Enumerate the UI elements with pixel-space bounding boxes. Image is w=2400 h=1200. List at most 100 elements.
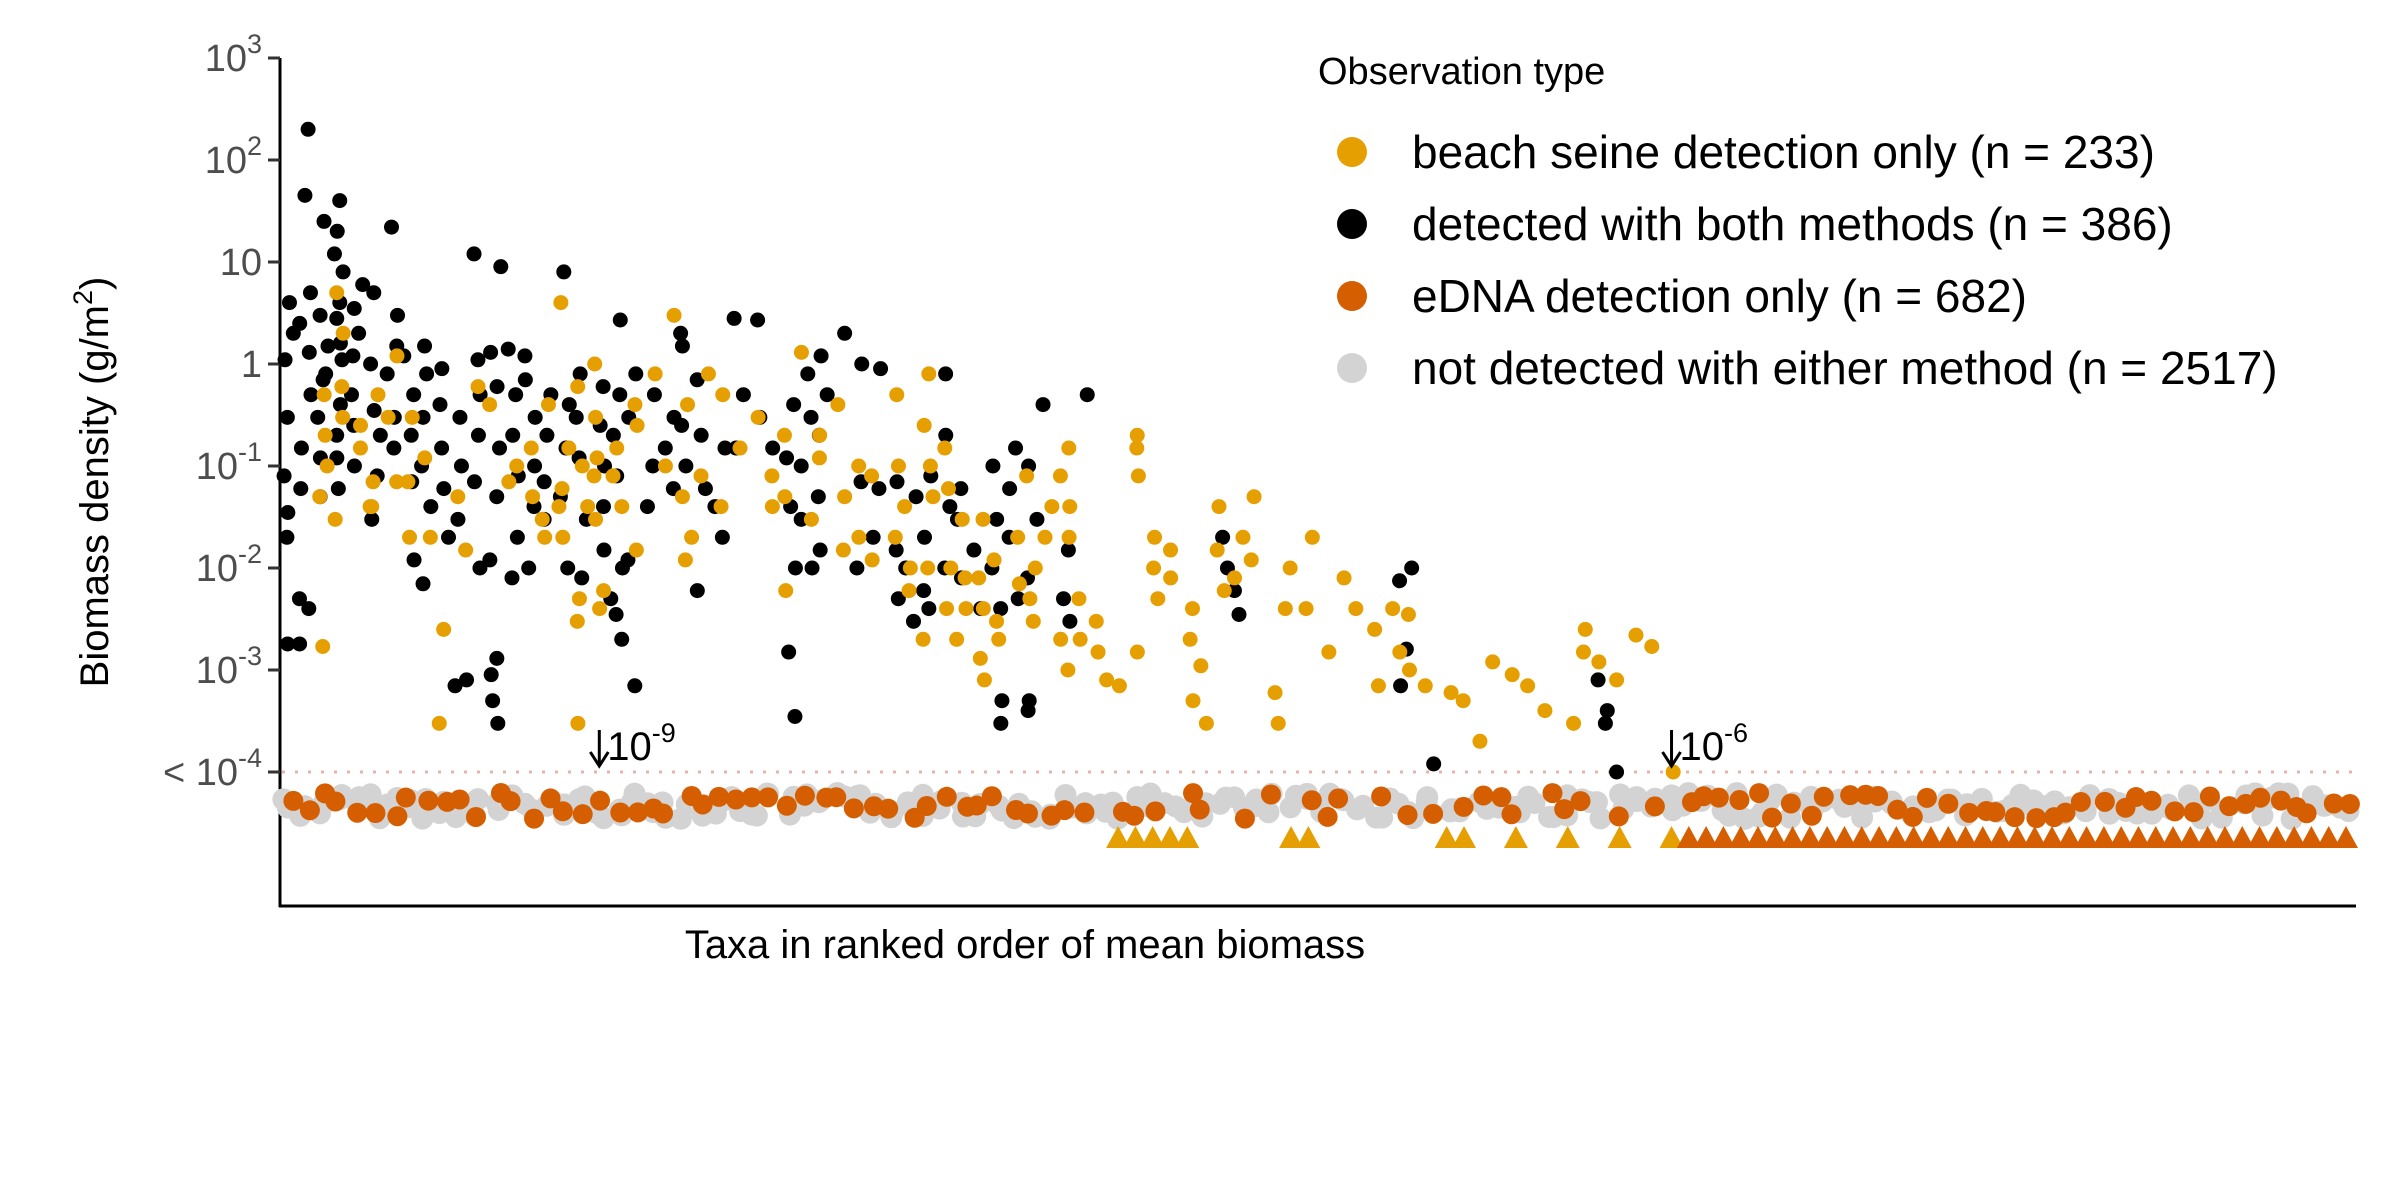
point-both xyxy=(280,636,296,652)
point-bs xyxy=(1037,529,1053,545)
point-both xyxy=(627,678,643,694)
point-bs xyxy=(588,409,604,425)
point-edna xyxy=(1840,785,1861,806)
annotation-arrowhead xyxy=(1661,751,1682,769)
triangle-marker xyxy=(1296,826,1321,848)
point-both xyxy=(489,379,505,395)
point-both xyxy=(938,366,954,382)
point-edna xyxy=(1916,787,1937,808)
point-both xyxy=(813,348,829,364)
point-bs xyxy=(972,650,988,666)
triangle-marker xyxy=(1936,826,1961,848)
point-bs xyxy=(525,489,541,505)
point-both xyxy=(489,650,505,666)
point-bs xyxy=(864,468,880,484)
point-bs xyxy=(803,511,819,527)
point-bs xyxy=(1182,631,1198,647)
point-bs xyxy=(776,427,792,443)
point-both xyxy=(786,397,802,413)
triangle-marker xyxy=(1503,826,1528,848)
point-bs xyxy=(1243,552,1259,568)
point-bs xyxy=(501,474,517,490)
point-both xyxy=(383,219,399,235)
point-bs xyxy=(450,489,466,505)
point-bs xyxy=(1282,560,1298,576)
point-both xyxy=(1079,387,1095,403)
point-both xyxy=(837,325,853,341)
point-both xyxy=(291,591,307,607)
point-edna xyxy=(652,803,673,824)
point-edna xyxy=(1868,785,1889,806)
series-both xyxy=(276,121,1625,780)
point-both xyxy=(329,223,345,239)
point-edna xyxy=(1260,784,1281,805)
point-bs xyxy=(509,458,525,474)
point-bs xyxy=(920,560,936,576)
point-bs xyxy=(897,499,913,515)
point-bs xyxy=(1485,654,1501,670)
triangle-marker xyxy=(1832,826,1857,848)
triangle-marker xyxy=(2057,826,2082,848)
point-bs xyxy=(957,570,973,586)
point-bs xyxy=(715,387,731,403)
y-axis-title-end: ) xyxy=(73,277,117,290)
point-both xyxy=(527,409,543,425)
point-bs xyxy=(1129,644,1145,660)
point-both xyxy=(804,560,820,576)
point-both xyxy=(450,511,466,527)
annotation-label: 10-6 xyxy=(1680,718,1749,769)
point-bs xyxy=(830,397,846,413)
point-both xyxy=(470,427,486,443)
point-bs xyxy=(1147,529,1163,545)
point-edna xyxy=(741,787,762,808)
point-bs xyxy=(628,542,644,558)
triangle-marker xyxy=(2040,826,2064,848)
point-both xyxy=(483,344,499,360)
point-both xyxy=(432,397,448,413)
point-bs xyxy=(1044,499,1060,515)
point-edna xyxy=(1959,802,1980,823)
point-both xyxy=(674,417,690,433)
point-both xyxy=(1590,672,1606,688)
y-axis-title-main: Biomass density (g/m xyxy=(73,305,117,687)
point-bs xyxy=(570,715,586,731)
point-edna xyxy=(1554,799,1575,820)
point-bs xyxy=(561,440,577,456)
point-both xyxy=(568,409,584,425)
point-bs xyxy=(389,474,405,490)
point-bs xyxy=(627,397,643,413)
point-both xyxy=(292,315,308,331)
point-both xyxy=(574,570,590,586)
legend-swatch-bs xyxy=(1337,137,1367,167)
point-edna xyxy=(449,789,470,810)
point-bs xyxy=(1129,440,1145,456)
y-tick-base: 10 xyxy=(196,548,238,590)
point-both xyxy=(406,387,422,403)
point-bs xyxy=(534,511,550,527)
point-bs xyxy=(335,409,351,425)
point-both xyxy=(854,356,870,372)
point-bs xyxy=(1022,591,1038,607)
point-edna xyxy=(2094,791,2115,812)
point-both xyxy=(452,409,468,425)
point-bs xyxy=(713,499,729,515)
point-both xyxy=(466,474,482,490)
point-both xyxy=(938,427,954,443)
point-edna xyxy=(1491,787,1512,808)
point-both xyxy=(351,325,367,341)
point-both xyxy=(1002,481,1018,497)
point-both xyxy=(521,560,537,576)
point-bs xyxy=(586,468,602,484)
point-both xyxy=(608,607,624,623)
point-edna xyxy=(1608,806,1629,827)
point-bs xyxy=(764,468,780,484)
point-both xyxy=(572,366,588,382)
point-edna xyxy=(2199,786,2220,807)
triangle-marker xyxy=(1884,826,1909,848)
triangle-marker xyxy=(1780,826,1805,848)
point-both xyxy=(453,458,469,474)
point-both xyxy=(539,427,555,443)
y-tick-base: 10 xyxy=(196,446,238,488)
point-bs xyxy=(1163,542,1179,558)
point-edna xyxy=(2296,803,2317,824)
